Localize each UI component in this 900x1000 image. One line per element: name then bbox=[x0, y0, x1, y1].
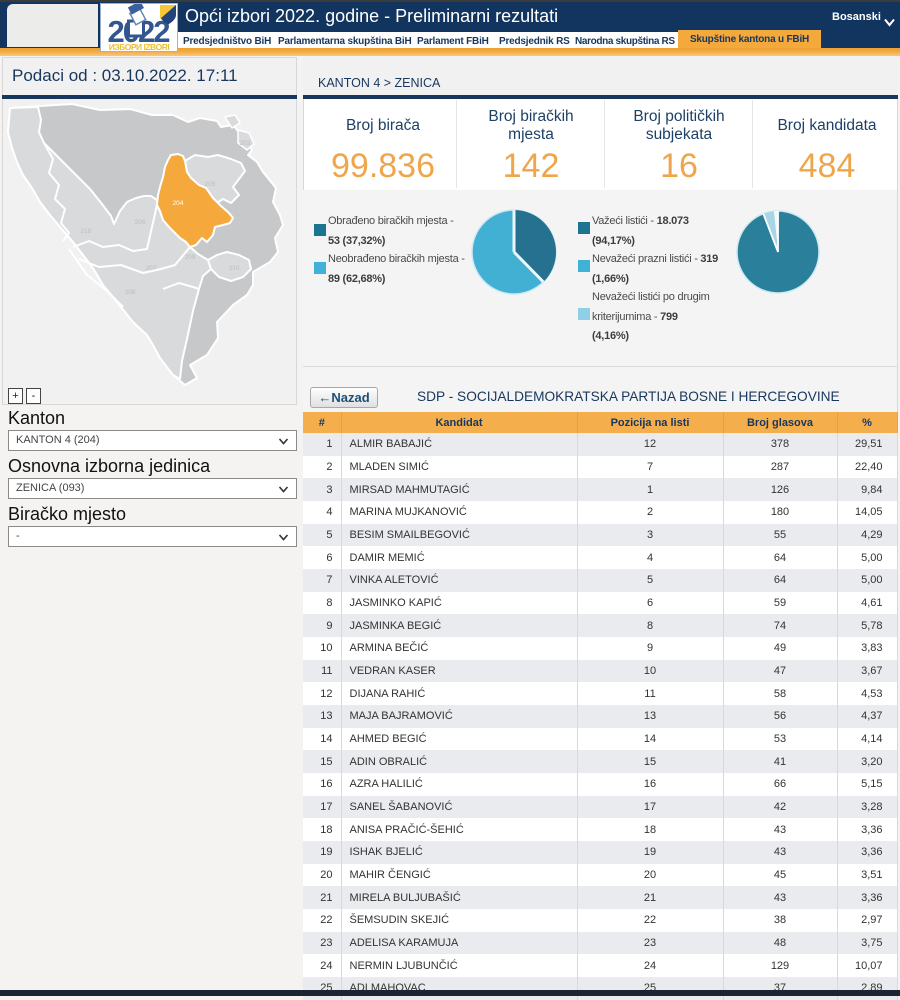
svg-text:218: 218 bbox=[81, 228, 92, 235]
svg-text:206: 206 bbox=[135, 219, 146, 226]
svg-text:210: 210 bbox=[229, 265, 240, 272]
svg-text:207: 207 bbox=[146, 265, 157, 272]
svg-text:203: 203 bbox=[240, 140, 251, 147]
svg-text:205: 205 bbox=[205, 181, 216, 188]
svg-text:ИЗБОРИ IZBORI: ИЗБОРИ IZBORI bbox=[109, 42, 170, 51]
svg-text:204: 204 bbox=[173, 200, 184, 207]
svg-text:208: 208 bbox=[125, 289, 136, 296]
svg-text:209: 209 bbox=[185, 254, 196, 261]
